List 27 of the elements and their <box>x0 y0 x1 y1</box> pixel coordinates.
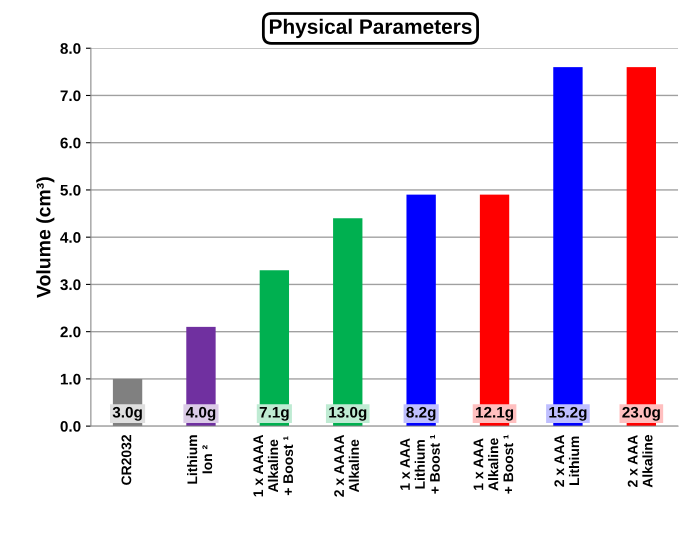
y-tick-label: 3.0 <box>60 279 81 290</box>
y-tick-label: 8.0 <box>60 43 81 54</box>
y-axis-title: Volume (cm³) <box>36 177 54 298</box>
y-tick-label: 1.0 <box>60 374 81 385</box>
annotation: 3.0g <box>112 406 142 421</box>
annotation: 4.0g <box>186 406 216 421</box>
x-tick-label: 2 x AAA Alkaline <box>628 434 653 488</box>
x-tick-label: Lithium Ion ² <box>187 435 212 484</box>
annotation: 15.2g <box>549 406 586 421</box>
x-tick-label: 1 x AAA Alkaline + Boost ¹ <box>474 434 514 494</box>
y-tick-label: 7.0 <box>60 90 81 102</box>
y-tick-label: 6.0 <box>60 138 81 148</box>
x-tick-label: 2 x AAA Lithium <box>554 434 580 487</box>
annotation: 7.1g <box>260 406 289 421</box>
y-tick-label: 4.0 <box>60 232 81 243</box>
y-tick-label: 2.0 <box>60 326 81 338</box>
annotation: 12.1g <box>476 406 514 421</box>
chart-title: Physical Parameters <box>270 18 472 38</box>
x-tick-label: 1 x AAAA Alkaline + Boost ¹ <box>253 434 294 496</box>
y-tick-label: 0.0 <box>60 420 81 432</box>
annotation: 23.0g <box>622 406 660 421</box>
x-tick-label: CR2032 <box>121 435 132 485</box>
annotation: 8.2g <box>406 406 436 421</box>
annotation: 13.0g <box>329 406 366 421</box>
x-tick-label: 1 x AAA Lithium + Boost ¹ <box>400 434 440 494</box>
y-tick-label: 5.0 <box>60 184 81 196</box>
x-tick-label: 2 x AAAA Alkaline <box>334 434 359 497</box>
